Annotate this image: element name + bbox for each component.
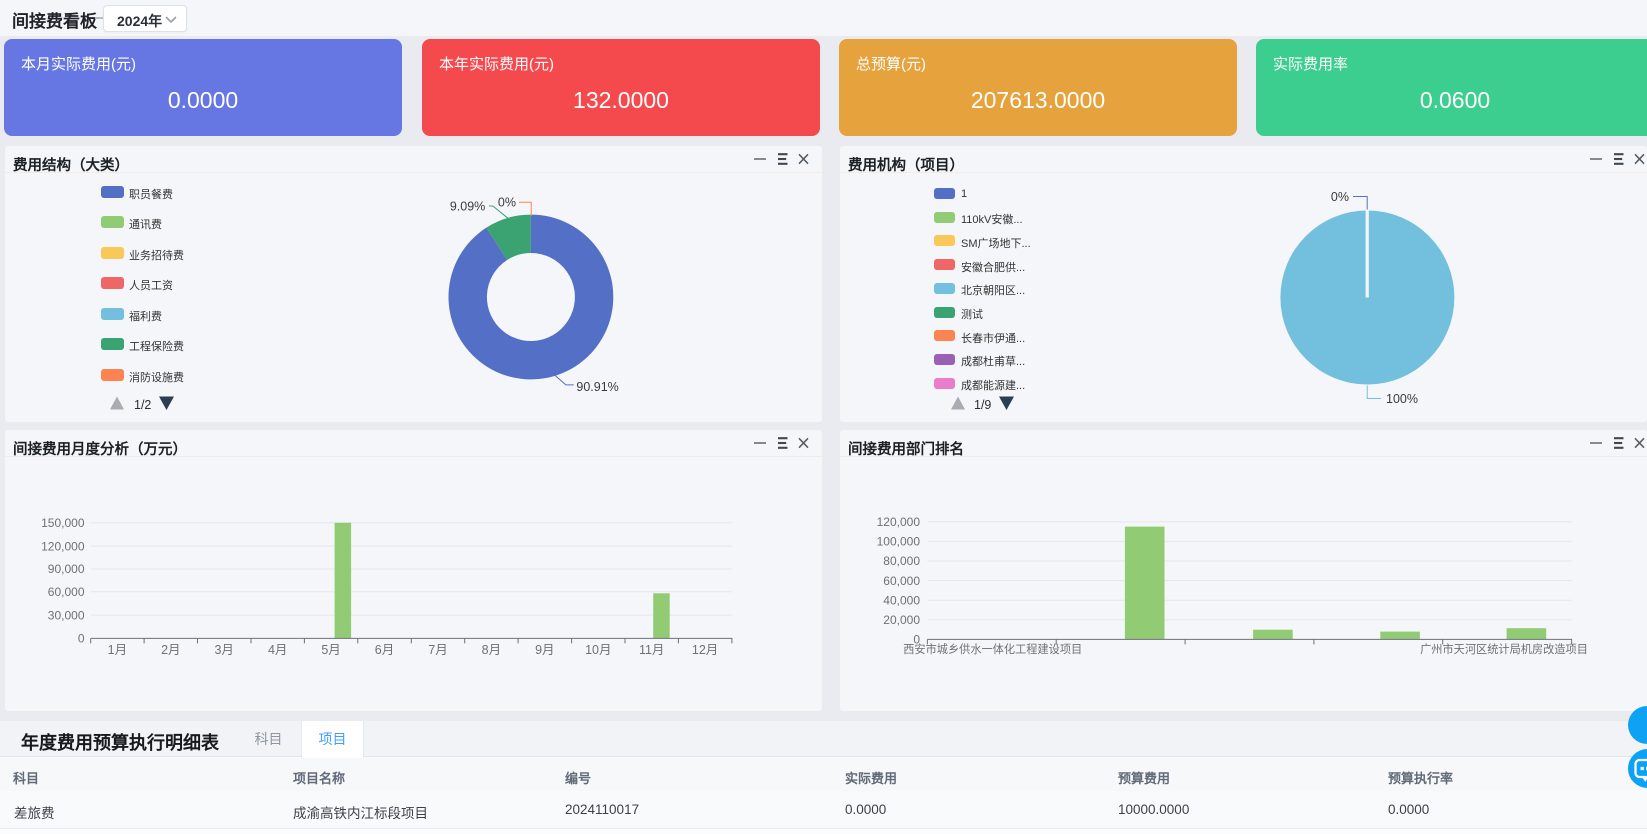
svg-text:80,000: 80,000 — [883, 554, 920, 568]
svg-text:90,000: 90,000 — [48, 562, 85, 576]
svg-text:0: 0 — [913, 633, 920, 647]
svg-text:20,000: 20,000 — [883, 613, 920, 627]
svg-text:60,000: 60,000 — [883, 574, 920, 588]
svg-text:6月: 6月 — [375, 643, 394, 657]
svg-text:0: 0 — [78, 632, 85, 646]
svg-text:4月: 4月 — [268, 643, 287, 657]
svg-text:10月: 10月 — [585, 643, 611, 657]
svg-text:100,000: 100,000 — [877, 535, 921, 549]
svg-text:11月: 11月 — [639, 643, 664, 657]
svg-text:100%: 100% — [1386, 392, 1418, 406]
svg-text:5月: 5月 — [321, 643, 340, 657]
svg-text:12月: 12月 — [692, 643, 718, 657]
svg-text:60,000: 60,000 — [48, 585, 85, 599]
svg-text:150,000: 150,000 — [41, 516, 85, 530]
svg-text:1月: 1月 — [108, 643, 127, 657]
svg-text:9.09%: 9.09% — [450, 199, 485, 213]
svg-text:120,000: 120,000 — [41, 539, 85, 553]
svg-text:0%: 0% — [1331, 190, 1349, 204]
svg-text:8月: 8月 — [482, 643, 501, 657]
svg-text:9月: 9月 — [535, 643, 554, 657]
svg-text:7月: 7月 — [428, 643, 447, 657]
svg-text:40,000: 40,000 — [883, 593, 920, 607]
svg-text:90.91%: 90.91% — [576, 380, 618, 394]
svg-text:1/9: 1/9 — [974, 398, 991, 412]
svg-text:120,000: 120,000 — [877, 515, 921, 529]
svg-text:30,000: 30,000 — [48, 608, 85, 622]
svg-text:3月: 3月 — [214, 643, 233, 657]
svg-text:0%: 0% — [498, 196, 516, 210]
svg-text:广州市天河区统计局机房改造项目: 广州市天河区统计局机房改造项目 — [1420, 642, 1588, 656]
svg-text:2月: 2月 — [161, 643, 180, 657]
svg-text:1/2: 1/2 — [134, 398, 151, 412]
svg-text:西安市城乡供水一体化工程建设项目: 西安市城乡供水一体化工程建设项目 — [903, 642, 1082, 656]
